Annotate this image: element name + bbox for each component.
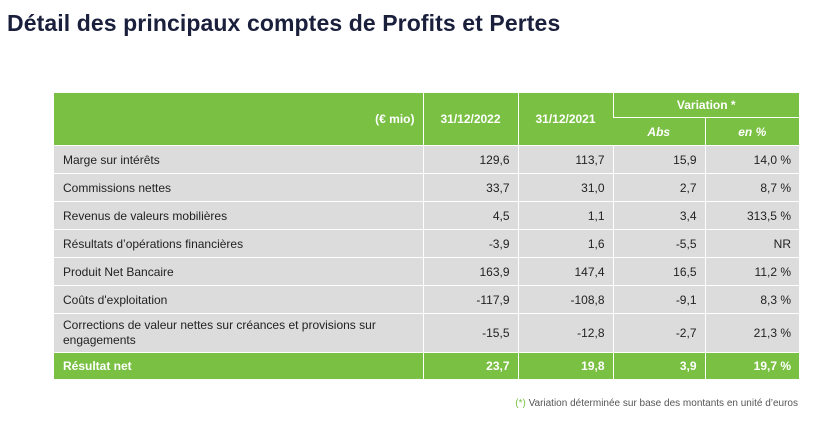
profit-loss-table: (€ mio) 31/12/2022 31/12/2021 Variation … — [54, 93, 799, 379]
variation-pct: 14,0 % — [704, 145, 799, 174]
variation-pct: NR — [704, 229, 799, 258]
total-row: Résultat net 23,7 19,8 3,9 19,7 % — [54, 352, 799, 379]
value-2022: 129,6 — [422, 145, 518, 174]
total-2022: 23,7 — [422, 352, 518, 379]
total-label: Résultat net — [54, 352, 423, 379]
value-2021: 1,6 — [517, 229, 613, 258]
variation-abs: -2,7 — [612, 313, 705, 353]
variation-abs: -9,1 — [612, 285, 705, 314]
variation-pct: 8,7 % — [704, 173, 799, 202]
pct-header: en % — [704, 117, 799, 146]
variation-abs: 15,9 — [612, 145, 705, 174]
total-2021: 19,8 — [517, 352, 613, 379]
value-2022: -3,9 — [422, 229, 518, 258]
value-2022: 4,5 — [422, 201, 518, 230]
abs-header: Abs — [613, 117, 705, 146]
value-2022: -15,5 — [422, 313, 518, 353]
value-2021: 147,4 — [517, 257, 613, 286]
table-row: Commissions nettes 33,7 31,0 2,7 8,7 % — [54, 173, 799, 202]
value-2021: 31,0 — [517, 173, 613, 202]
variation-abs: 2,7 — [612, 173, 705, 202]
row-label: Coûts d'exploitation — [54, 285, 423, 314]
total-pct: 19,7 % — [704, 352, 799, 379]
table-row: Marge sur intérêts 129,6 113,7 15,9 14,0… — [54, 145, 799, 174]
footnote: (*) Variation déterminée sur base des mo… — [515, 398, 798, 409]
value-2022: 163,9 — [422, 257, 518, 286]
value-2021: -12,8 — [517, 313, 613, 353]
table-row: Coûts d'exploitation -117,9 -108,8 -9,1 … — [54, 285, 799, 314]
footnote-text: Variation déterminée sur base des montan… — [525, 398, 798, 409]
value-2021: -108,8 — [517, 285, 613, 314]
value-2021: 113,7 — [517, 145, 613, 174]
footnote-marker: (*) — [515, 398, 526, 409]
value-2022: -117,9 — [422, 285, 518, 314]
variation-abs: -5,5 — [612, 229, 705, 258]
row-label: Corrections de valeur nettes sur créance… — [54, 313, 423, 353]
row-label: Produit Net Bancaire — [54, 257, 423, 286]
variation-pct: 8,3 % — [704, 285, 799, 314]
row-label: Résultats d’opérations financières — [54, 229, 423, 258]
year-2021-header: 31/12/2021 — [517, 93, 613, 146]
unit-header: (€ mio) — [54, 93, 423, 146]
variation-header: Variation * — [612, 93, 799, 119]
row-label: Marge sur intérêts — [54, 145, 423, 174]
page-title: Détail des principaux comptes de Profits… — [7, 10, 561, 36]
total-abs: 3,9 — [612, 352, 705, 379]
variation-pct: 313,5 % — [704, 201, 799, 230]
variation-abs: 3,4 — [612, 201, 705, 230]
table-row: Corrections de valeur nettes sur créance… — [54, 313, 799, 353]
variation-pct: 21,3 % — [704, 313, 799, 353]
table-row: Revenus de valeurs mobilières 4,5 1,1 3,… — [54, 201, 799, 230]
variation-pct: 11,2 % — [704, 257, 799, 286]
table-row: Produit Net Bancaire 163,9 147,4 16,5 11… — [54, 257, 799, 286]
table-row: Résultats d’opérations financières -3,9 … — [54, 229, 799, 258]
row-label: Commissions nettes — [54, 173, 423, 202]
value-2022: 33,7 — [422, 173, 518, 202]
value-2021: 1,1 — [517, 201, 613, 230]
variation-abs: 16,5 — [612, 257, 705, 286]
row-label: Revenus de valeurs mobilières — [54, 201, 423, 230]
year-2022-header: 31/12/2022 — [422, 93, 518, 146]
